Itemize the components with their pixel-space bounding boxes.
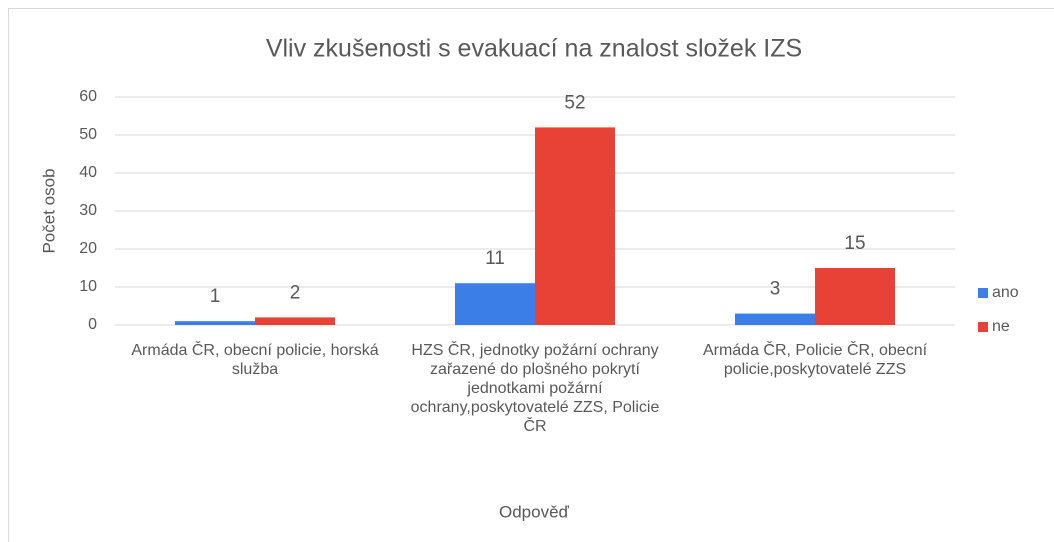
x-tick-label: Armáda ČR, obecní policie, horská služba <box>131 342 379 378</box>
y-tick-label: 10 <box>79 278 97 295</box>
chart-border <box>8 8 1054 542</box>
bar <box>455 283 535 325</box>
chart-title: Vliv zkušenosti s evakuací na znalost sl… <box>266 35 802 63</box>
y-tick-label: 60 <box>79 88 97 105</box>
data-label: 3 <box>770 279 781 300</box>
data-label: 1 <box>210 286 221 307</box>
y-tick-label: 20 <box>79 240 97 257</box>
y-tick-label: 0 <box>88 316 97 333</box>
y-tick-label: 50 <box>79 126 97 143</box>
y-axis-title: Počet osob <box>39 168 58 253</box>
data-label: 2 <box>290 282 301 303</box>
legend-swatch <box>978 288 988 298</box>
x-axis-title: Odpověď <box>499 502 570 521</box>
bar <box>535 127 615 326</box>
legend-label: ne <box>992 318 1010 335</box>
data-label: 52 <box>564 92 585 113</box>
data-label: 15 <box>844 233 865 254</box>
legend-swatch <box>978 322 988 332</box>
x-tick-label: Armáda ČR, Policie ČR, obecní policie,po… <box>702 342 928 378</box>
y-tick-label: 40 <box>79 164 97 181</box>
bar <box>815 268 895 325</box>
bar <box>735 313 815 325</box>
y-tick-label: 30 <box>79 202 97 219</box>
legend-label: ano <box>992 284 1019 301</box>
x-tick-label: HZS ČR, jednotky požární ochrany zařazen… <box>410 342 660 435</box>
data-label: 11 <box>485 248 505 269</box>
bar <box>255 317 335 325</box>
bar <box>175 321 255 325</box>
